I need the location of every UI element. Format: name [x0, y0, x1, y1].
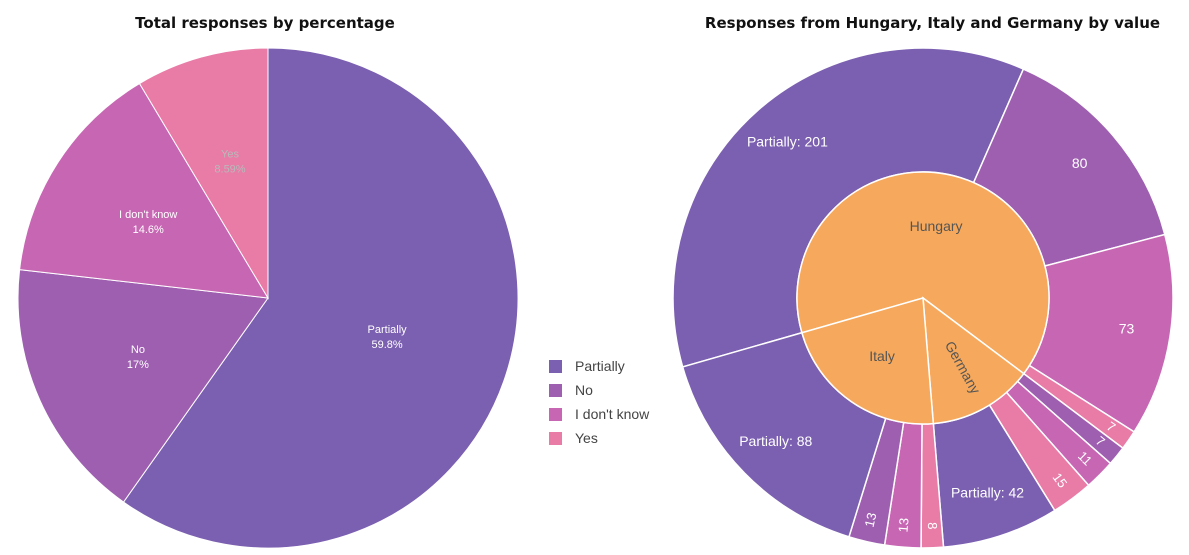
sunburst-label: Partially: 42	[951, 484, 1024, 500]
pie-slice-no[interactable]	[17, 269, 269, 503]
pie-slice-yes[interactable]	[138, 47, 269, 300]
sunburst-country-label: Italy	[869, 348, 895, 364]
sunburst-center-hungary[interactable]	[796, 171, 1050, 375]
pie-chart-title: Total responses by percentage	[135, 14, 395, 32]
sunburst-label: Partially: 201	[747, 134, 828, 150]
pie-value-label: 17%	[127, 359, 149, 371]
pie-slice-partially[interactable]	[122, 47, 519, 549]
pie-label: I don't know	[119, 209, 177, 221]
sunburst-label: 13	[895, 517, 911, 533]
legend-swatch	[549, 383, 562, 397]
pie-value-label: 59.8%	[372, 339, 403, 351]
sunburst-chart-title: Responses from Hungary, Italy and German…	[704, 14, 1161, 32]
sunburst-label: 15	[1050, 470, 1071, 491]
pie-value-label: 14.6%	[133, 224, 164, 236]
pie-label: Partially	[368, 324, 408, 336]
legend-item-yes[interactable]: Yes	[549, 426, 649, 450]
legend-swatch	[549, 407, 562, 421]
pie-chart: Partially 59.8% No 17% I don't know 14.6% Yes 8…	[17, 47, 519, 549]
sunburst-label: 73	[1119, 320, 1135, 336]
legend: Partially No I don't know Yes	[549, 354, 649, 450]
sunburst-label: Partially: 88	[739, 433, 812, 449]
legend-label: No	[575, 382, 593, 398]
pie-value-label: 8.59%	[214, 164, 245, 176]
pie-slice-i-don-t-know[interactable]	[19, 82, 269, 299]
legend-label: Yes	[575, 430, 598, 446]
sunburst-center-italy[interactable]	[800, 297, 935, 425]
legend-label: I don't know	[575, 406, 650, 422]
legend-item-partially[interactable]: Partially	[549, 354, 649, 378]
legend-swatch	[549, 359, 562, 373]
legend-swatch	[549, 431, 562, 445]
legend-item-dont-know[interactable]: I don't know	[549, 402, 649, 426]
legend-label: Partially	[575, 358, 625, 374]
sunburst-center-germany[interactable]	[922, 296, 1025, 425]
pie-label: Yes	[221, 149, 239, 161]
sunburst-label: 13	[862, 511, 880, 528]
sunburst-label: 80	[1072, 155, 1088, 171]
pie-label: No	[131, 344, 145, 356]
sunburst-country-label: Hungary	[910, 218, 963, 234]
sunburst-label: 8	[925, 522, 940, 530]
legend-item-no[interactable]: No	[549, 378, 649, 402]
